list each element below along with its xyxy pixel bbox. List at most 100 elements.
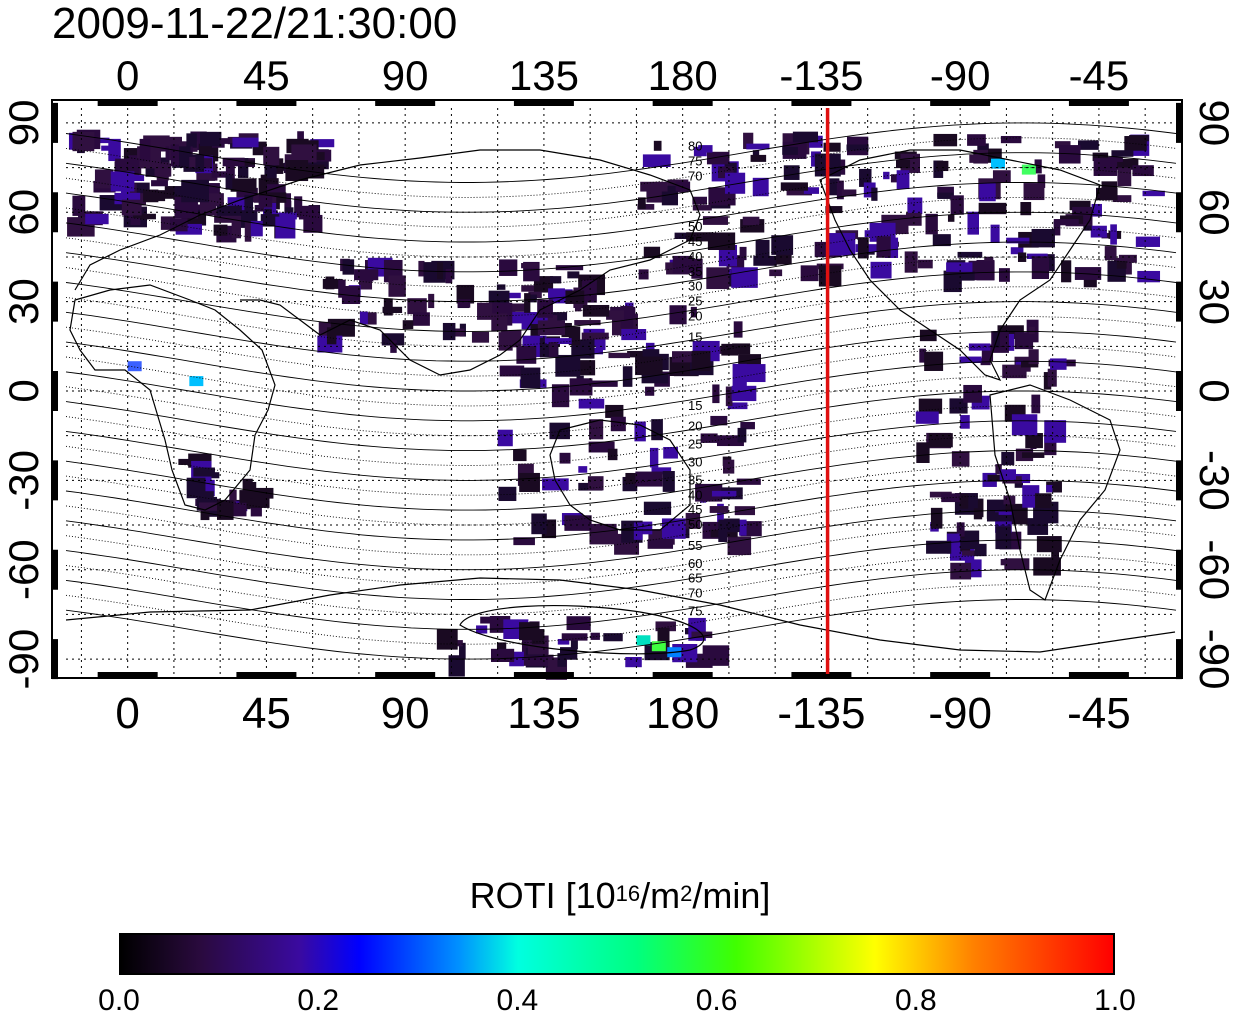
roti-data-cell — [712, 384, 720, 404]
roti-data-cell — [1118, 254, 1137, 263]
roti-data-cell — [625, 472, 643, 484]
roti-data-cell — [1035, 493, 1052, 509]
roti-data-cell — [780, 182, 808, 191]
roti-data-cell — [1037, 174, 1046, 188]
colorbar-tick-label: 1.0 — [1094, 984, 1136, 1017]
roti-data-cell — [999, 469, 1016, 481]
roti-data-cell — [564, 515, 592, 531]
roti-data-cell — [153, 190, 166, 202]
left-lat-label: -60 — [0, 539, 47, 600]
roti-data-cell — [239, 490, 251, 510]
magnetic-contour-line — [65, 450, 1177, 511]
roti-data-cell — [490, 648, 515, 662]
roti-data-cell — [342, 259, 355, 275]
roti-data-cell — [448, 328, 465, 337]
roti-data-cell — [1025, 433, 1043, 449]
roti-data-cell — [382, 306, 403, 313]
roti-data-cell — [957, 251, 983, 258]
lat-tick-left — [52, 102, 58, 143]
magnetic-contour-line — [65, 226, 1177, 288]
roti-data-cell — [459, 642, 466, 660]
roti-data-cell — [555, 354, 581, 377]
roti-data-cell — [216, 500, 234, 520]
roti-data-cell — [457, 299, 471, 308]
axis-labels: 0 0 45 45 90 90 135 135 180 180 -135 -135 -90 -90 -45 -… — [0, 52, 1238, 738]
contour-label: 40 — [688, 487, 702, 502]
roti-data-cell — [643, 501, 672, 515]
roti-data-cell — [876, 236, 891, 258]
roti-data-cell — [727, 402, 748, 410]
roti-data-cell — [260, 174, 267, 195]
roti-data-cell — [242, 478, 253, 499]
contour-label: 30 — [688, 454, 702, 469]
roti-data-cell — [657, 627, 670, 650]
roti-data-cell — [117, 175, 145, 182]
roti-data-cell — [531, 513, 547, 535]
left-lat-label: 30 — [0, 278, 47, 325]
roti-data-cell — [127, 361, 142, 372]
contour-label: 75 — [688, 603, 702, 618]
roti-data-cell — [1020, 361, 1039, 368]
roti-data-cell — [709, 506, 729, 513]
roti-data-cell — [904, 251, 918, 273]
roti-data-cell — [284, 200, 292, 213]
roti-data-cell — [547, 315, 558, 334]
roti-data-cell — [1028, 326, 1035, 335]
roti-data-cell — [135, 186, 147, 206]
colorbar-title-end: /min] — [692, 875, 771, 916]
roti-data-cell — [752, 177, 769, 197]
roti-data-cell — [537, 299, 553, 318]
roti-data-cell — [1091, 203, 1102, 217]
roti-data-cell — [607, 448, 618, 461]
colorbar-title: ROTI [1016/m2/min] — [0, 876, 1240, 916]
magnetic-contour-line — [65, 405, 1177, 466]
colorbar-title-square: 2 — [680, 881, 693, 906]
roti-data-cell — [551, 384, 570, 408]
roti-data-cell — [930, 507, 943, 529]
roti-data-cell — [855, 244, 884, 253]
roti-data-cell — [220, 138, 231, 144]
magnetic-contour-line — [65, 509, 1177, 571]
roti-data-cell — [1015, 360, 1023, 368]
roti-data-cell — [193, 467, 215, 477]
roti-data-cell — [1028, 349, 1039, 365]
roti-data-cell — [635, 356, 663, 376]
roti-data-cell — [225, 161, 235, 181]
roti-data-cell — [1077, 140, 1099, 150]
roti-data-cell — [578, 466, 588, 473]
roti-data-cell — [143, 189, 159, 203]
lat-tick-left — [52, 281, 58, 322]
magnetic-pole-contour — [459, 604, 705, 655]
roti-data-cell — [181, 179, 209, 203]
roti-data-cell — [189, 156, 196, 168]
roti-data-cell — [621, 329, 647, 341]
lon-tick-bottom — [236, 672, 297, 678]
magnetic-contour-line — [65, 375, 1177, 437]
roti-data-cell — [800, 265, 819, 282]
roti-data-cell — [501, 311, 528, 324]
contour-label: 30 — [688, 279, 702, 294]
roti-data-cell — [436, 629, 458, 650]
contour-label: 50 — [688, 219, 702, 234]
roti-data-cell — [501, 330, 522, 348]
roti-data-cell — [946, 262, 973, 272]
lat-tick-left — [52, 192, 58, 233]
roti-data-cell — [622, 366, 633, 387]
roti-data-cell — [991, 158, 1005, 169]
roti-data-cell — [634, 421, 646, 442]
roti-data-cell — [294, 196, 303, 218]
roti-data-cell — [213, 224, 228, 236]
roti-data-cell — [521, 285, 539, 292]
roti-data-cell — [690, 306, 697, 318]
roti-data-cell — [548, 288, 565, 298]
roti-data-cell — [263, 146, 280, 166]
roti-data-cell — [589, 419, 604, 440]
roti-data-cell — [557, 638, 570, 645]
roti-data-cell — [513, 537, 535, 546]
roti-data-cell — [973, 149, 989, 164]
roti-data-cell — [508, 303, 525, 312]
right-lat-label: -90 — [1191, 629, 1238, 690]
contour-label: 45 — [688, 234, 702, 249]
roti-data-cell — [995, 526, 1012, 550]
roti-data-cell — [181, 213, 206, 224]
